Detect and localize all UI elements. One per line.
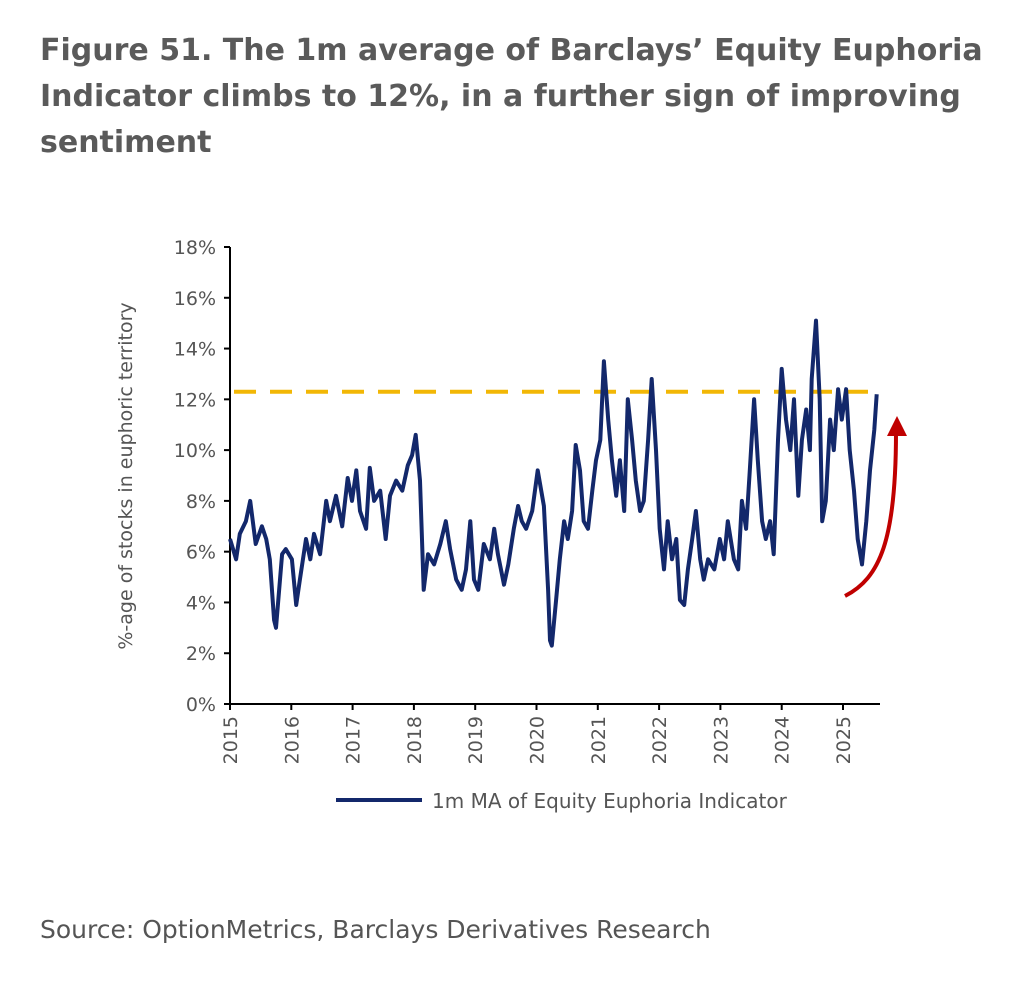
y-tick-label: 8% bbox=[186, 491, 216, 513]
x-tick-label: 2019 bbox=[465, 716, 487, 764]
x-axis: 2015 2016 2017 2018 2019 2020 2021 2022 2023 2024… bbox=[220, 703, 880, 764]
y-tick-label: 2% bbox=[186, 643, 216, 665]
x-tick-label: 2015 bbox=[220, 716, 242, 764]
red-arrow-annotation bbox=[844, 416, 907, 598]
y-tick-label: 12% bbox=[174, 389, 216, 411]
y-axis: 0% 2% 4% 6% 8% 10% 12% 14% 16% 18% bbox=[174, 237, 231, 716]
y-axis-label: %-age of stocks in euphoric territory bbox=[115, 302, 137, 649]
y-tick-label: 6% bbox=[186, 542, 216, 564]
y-tick-label: 0% bbox=[186, 694, 216, 716]
x-tick-label: 2021 bbox=[588, 716, 610, 764]
legend-label: 1m MA of Equity Euphoria Indicator bbox=[432, 789, 788, 813]
x-tick-label: 2024 bbox=[772, 716, 794, 764]
legend: 1m MA of Equity Euphoria Indicator bbox=[336, 789, 788, 813]
y-tick-label: 16% bbox=[174, 288, 216, 310]
y-tick-label: 4% bbox=[186, 592, 216, 614]
x-tick-label: 2023 bbox=[710, 716, 732, 764]
y-tick-label: 10% bbox=[174, 440, 216, 462]
y-tick-label: 14% bbox=[174, 339, 216, 361]
source-note: Source: OptionMetrics, Barclays Derivati… bbox=[40, 915, 711, 944]
x-tick-label: 2020 bbox=[527, 716, 549, 764]
x-tick-label: 2017 bbox=[343, 716, 365, 764]
x-tick-label: 2016 bbox=[281, 716, 303, 764]
x-tick-label: 2018 bbox=[404, 716, 426, 764]
x-tick-label: 2025 bbox=[833, 716, 855, 764]
figure-title: Figure 51. The 1m average of Barclays’ E… bbox=[40, 33, 983, 160]
y-tick-label: 18% bbox=[174, 237, 216, 259]
x-tick-label: 2022 bbox=[649, 716, 671, 764]
series-line-euphoria bbox=[228, 318, 879, 648]
